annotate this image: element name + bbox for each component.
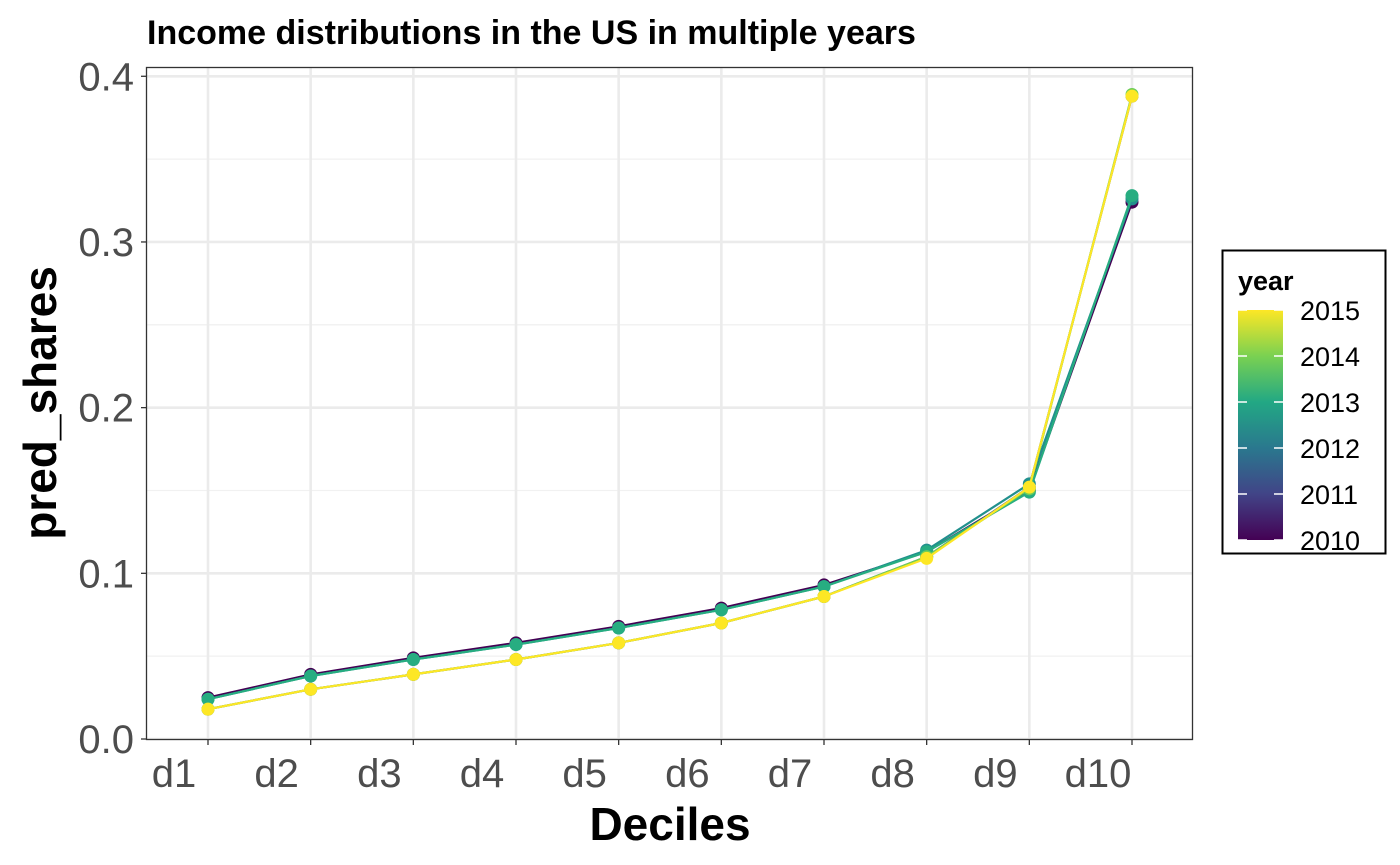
y-tick-label: 0.3 <box>78 221 134 265</box>
x-tick-label: d8 <box>870 752 915 796</box>
panel-border <box>145 66 1194 741</box>
legend-label: 2011 <box>1300 480 1358 510</box>
legend-title: year <box>1238 266 1294 296</box>
legend-label: 2013 <box>1300 388 1360 418</box>
x-tick-label: d5 <box>562 752 607 796</box>
series-2014 <box>201 88 1139 716</box>
y-tick-label: 0.2 <box>78 387 134 431</box>
x-axis: d1 d2 d3 d4 d5 d6 d7 d8 d9 d10 <box>152 739 1133 796</box>
data-point <box>1125 189 1139 203</box>
legend-labels: 2015 2014 2013 2012 2011 2010 <box>1238 296 1360 556</box>
data-point <box>406 652 420 666</box>
series-2015 <box>201 89 1139 716</box>
data-point <box>817 580 831 594</box>
data-point <box>1022 480 1036 494</box>
data-point <box>406 667 420 681</box>
data-point <box>304 682 318 696</box>
data-point <box>201 692 215 706</box>
y-axis-title: pred_shares <box>14 266 66 540</box>
series-line <box>207 195 1134 701</box>
data-point <box>1125 89 1139 103</box>
y-tick-label: 0.1 <box>78 552 134 596</box>
grid-major <box>147 68 1192 741</box>
legend-label: 2014 <box>1300 342 1360 372</box>
data-point <box>920 551 934 565</box>
y-axis: 0.0 0.1 0.2 0.3 0.4 <box>78 55 147 762</box>
x-tick-label: d1 <box>152 752 197 796</box>
y-tick-label: 0.4 <box>78 55 134 99</box>
legend-label: 2010 <box>1300 526 1360 556</box>
data-point <box>201 702 215 716</box>
legend-colorbar <box>1238 310 1283 540</box>
data-point <box>509 638 523 652</box>
series-layer <box>201 88 1139 716</box>
y-tick-label: 0.0 <box>78 718 134 762</box>
series-line <box>207 198 1134 701</box>
series-2012 <box>201 192 1139 706</box>
x-tick-label: d4 <box>460 752 505 796</box>
data-point <box>714 603 728 617</box>
x-tick-label: d10 <box>1065 752 1132 796</box>
series-line <box>207 201 1134 699</box>
x-tick-label: d3 <box>357 752 402 796</box>
series-line <box>207 95 1134 711</box>
data-point <box>817 590 831 604</box>
legend: year 2015 2014 2013 2012 2011 2010 <box>1221 249 1387 556</box>
chart-title: Income distributions in the US in multip… <box>147 14 916 52</box>
x-tick-label: d6 <box>665 752 710 796</box>
data-point <box>304 669 318 683</box>
series-2011 <box>201 89 1139 716</box>
series-2010 <box>201 195 1139 705</box>
data-point <box>509 652 523 666</box>
x-tick-label: d7 <box>768 752 813 796</box>
legend-label: 2012 <box>1300 434 1360 464</box>
data-point <box>612 621 626 635</box>
series-2013 <box>201 189 1139 706</box>
x-tick-label: d2 <box>254 752 299 796</box>
data-point <box>612 636 626 650</box>
data-point <box>714 616 728 630</box>
legend-label: 2015 <box>1300 296 1360 326</box>
x-axis-title: Deciles <box>589 798 750 850</box>
x-tick-label: d9 <box>973 752 1018 796</box>
